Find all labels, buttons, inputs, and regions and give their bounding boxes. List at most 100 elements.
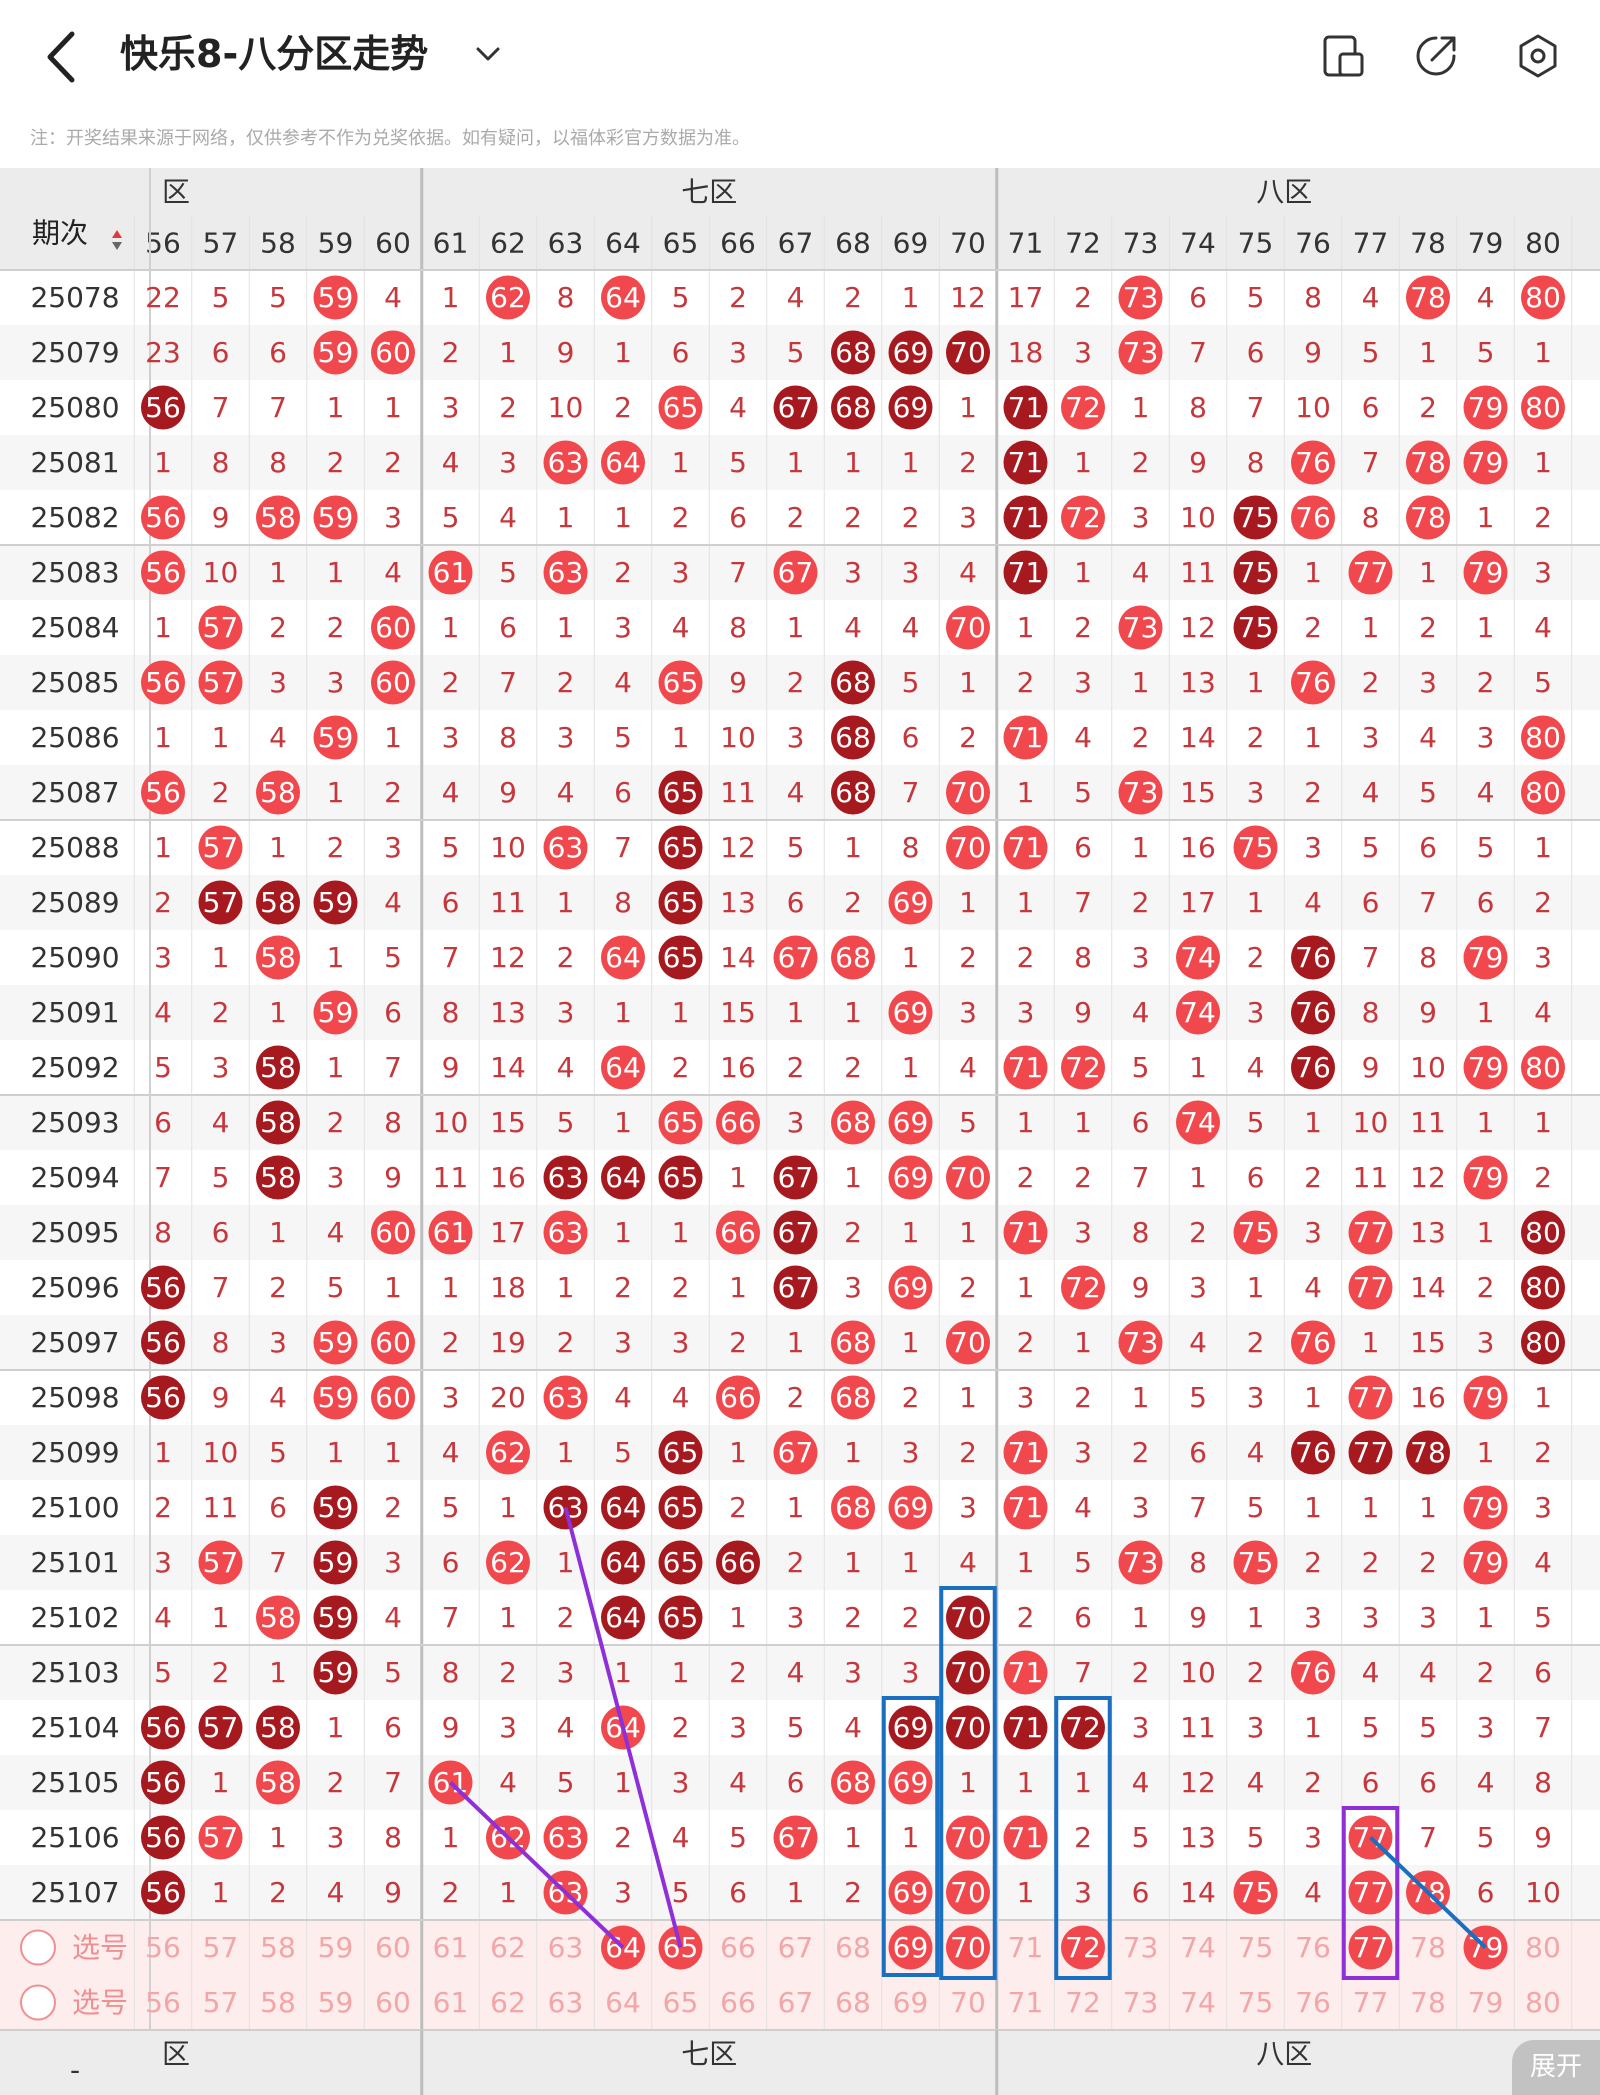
column-number[interactable]: 72 bbox=[1065, 227, 1101, 260]
column-number[interactable]: 77 bbox=[1353, 227, 1389, 260]
select-number[interactable]: 57 bbox=[203, 1986, 239, 2019]
select-number[interactable]: 62 bbox=[490, 1931, 526, 1964]
ball-number[interactable]: 72 bbox=[1065, 1931, 1101, 1964]
select-number[interactable]: 63 bbox=[548, 1931, 584, 1964]
select-number[interactable]: 61 bbox=[433, 1931, 469, 1964]
selected-ball[interactable] bbox=[1348, 1925, 1393, 1970]
select-number[interactable]: 63 bbox=[548, 1986, 584, 2019]
column-number[interactable]: 71 bbox=[1008, 227, 1044, 260]
select-number[interactable]: 68 bbox=[835, 1986, 871, 2019]
select-number[interactable]: 80 bbox=[1525, 1986, 1561, 2019]
select-number[interactable]: 59 bbox=[318, 1986, 354, 2019]
column-number[interactable]: 57 bbox=[203, 227, 239, 260]
select-number[interactable]: 74 bbox=[1180, 1986, 1216, 2019]
column-number[interactable]: 76 bbox=[1295, 227, 1331, 260]
select-number[interactable]: 56 bbox=[145, 1986, 181, 2019]
select-number[interactable]: 62 bbox=[490, 1986, 526, 2019]
drawn-ball bbox=[1348, 550, 1393, 595]
selected-ball[interactable] bbox=[888, 1925, 933, 1970]
expand-button[interactable]: 展开 bbox=[1512, 2040, 1600, 2095]
select-number[interactable]: 66 bbox=[720, 1986, 756, 2019]
settings-icon[interactable] bbox=[1514, 32, 1562, 80]
drawn-ball bbox=[543, 1210, 588, 1255]
chevron-left-icon[interactable] bbox=[36, 28, 88, 86]
select-number[interactable]: 60 bbox=[375, 1986, 411, 2019]
select-radio[interactable] bbox=[20, 1929, 56, 1966]
ball-number: 66 bbox=[720, 1546, 756, 1579]
select-radio[interactable] bbox=[20, 1984, 56, 2021]
column-number[interactable]: 64 bbox=[605, 227, 641, 260]
selected-ball[interactable] bbox=[946, 1925, 990, 1970]
select-number[interactable]: 73 bbox=[1123, 1931, 1159, 1964]
column-number[interactable]: 79 bbox=[1468, 227, 1504, 260]
select-number[interactable]: 64 bbox=[605, 1986, 641, 2019]
select-number[interactable]: 76 bbox=[1295, 1986, 1331, 2019]
column-number[interactable]: 60 bbox=[375, 227, 411, 260]
column-number[interactable]: 59 bbox=[318, 227, 354, 260]
ball-number: 66 bbox=[720, 1106, 756, 1139]
column-number[interactable]: 75 bbox=[1238, 227, 1274, 260]
share-icon[interactable] bbox=[1412, 32, 1460, 80]
ball-number[interactable]: 77 bbox=[1353, 1931, 1389, 1964]
column-number[interactable]: 80 bbox=[1525, 227, 1561, 260]
column-number[interactable]: 74 bbox=[1180, 227, 1216, 260]
select-number[interactable]: 67 bbox=[778, 1931, 814, 1964]
column-number[interactable]: 73 bbox=[1123, 227, 1159, 260]
select-number[interactable]: 78 bbox=[1410, 1986, 1446, 2019]
select-number[interactable]: 71 bbox=[1008, 1931, 1044, 1964]
select-number[interactable]: 74 bbox=[1180, 1931, 1216, 1964]
chevron-down-icon[interactable] bbox=[470, 36, 506, 72]
sort-down-icon[interactable] bbox=[112, 242, 122, 250]
select-number[interactable]: 72 bbox=[1065, 1986, 1101, 2019]
select-number[interactable]: 58 bbox=[260, 1931, 296, 1964]
select-label[interactable]: 选号 bbox=[72, 1986, 128, 2019]
miss-count: 2 bbox=[844, 886, 862, 919]
select-number[interactable]: 58 bbox=[260, 1986, 296, 2019]
select-number[interactable]: 79 bbox=[1468, 1986, 1504, 2019]
column-number[interactable]: 67 bbox=[778, 227, 814, 260]
column-number[interactable]: 69 bbox=[893, 227, 929, 260]
select-number[interactable]: 56 bbox=[145, 1931, 181, 1964]
select-label[interactable]: 选号 bbox=[72, 1931, 128, 1964]
selected-ball[interactable] bbox=[1061, 1925, 1105, 1970]
miss-count: 15 bbox=[1410, 1326, 1446, 1359]
select-number[interactable]: 76 bbox=[1295, 1931, 1331, 1964]
select-number[interactable]: 75 bbox=[1238, 1986, 1274, 2019]
column-number[interactable]: 58 bbox=[260, 227, 296, 260]
select-number[interactable]: 67 bbox=[778, 1986, 814, 2019]
period-label: 25098 bbox=[30, 1381, 119, 1414]
select-number[interactable]: 59 bbox=[318, 1931, 354, 1964]
select-number[interactable]: 69 bbox=[893, 1986, 929, 2019]
sort-up-icon[interactable] bbox=[112, 230, 122, 238]
column-number[interactable]: 62 bbox=[490, 227, 526, 260]
ball-number[interactable]: 70 bbox=[950, 1931, 986, 1964]
column-number[interactable]: 56 bbox=[145, 227, 181, 260]
column-number[interactable]: 65 bbox=[663, 227, 699, 260]
column-number[interactable]: 63 bbox=[548, 227, 584, 260]
page-title[interactable]: 快乐8-八分区走势 bbox=[120, 32, 429, 76]
miss-count: 2 bbox=[902, 1381, 920, 1414]
select-number[interactable]: 66 bbox=[720, 1931, 756, 1964]
column-number[interactable]: 78 bbox=[1410, 227, 1446, 260]
ball-number[interactable]: 69 bbox=[893, 1931, 929, 1964]
column-number[interactable]: 70 bbox=[950, 227, 986, 260]
drawn-ball bbox=[313, 330, 358, 375]
column-number[interactable]: 61 bbox=[433, 227, 469, 260]
select-number[interactable]: 71 bbox=[1008, 1986, 1044, 2019]
select-number[interactable]: 57 bbox=[203, 1931, 239, 1964]
select-number[interactable]: 60 bbox=[375, 1931, 411, 1964]
select-number[interactable]: 78 bbox=[1410, 1931, 1446, 1964]
miss-count: 3 bbox=[442, 721, 460, 754]
select-number[interactable]: 61 bbox=[433, 1986, 469, 2019]
select-number[interactable]: 73 bbox=[1123, 1986, 1159, 2019]
select-number[interactable]: 65 bbox=[663, 1986, 699, 2019]
column-number[interactable]: 66 bbox=[720, 227, 756, 260]
layout-icon[interactable] bbox=[1320, 32, 1368, 80]
select-number[interactable]: 75 bbox=[1238, 1931, 1274, 1964]
period-header[interactable]: 期次 bbox=[32, 217, 88, 250]
select-number[interactable]: 77 bbox=[1353, 1986, 1389, 2019]
select-number[interactable]: 70 bbox=[950, 1986, 986, 2019]
column-number[interactable]: 68 bbox=[835, 227, 871, 260]
select-number[interactable]: 68 bbox=[835, 1931, 871, 1964]
select-number[interactable]: 80 bbox=[1525, 1931, 1561, 1964]
